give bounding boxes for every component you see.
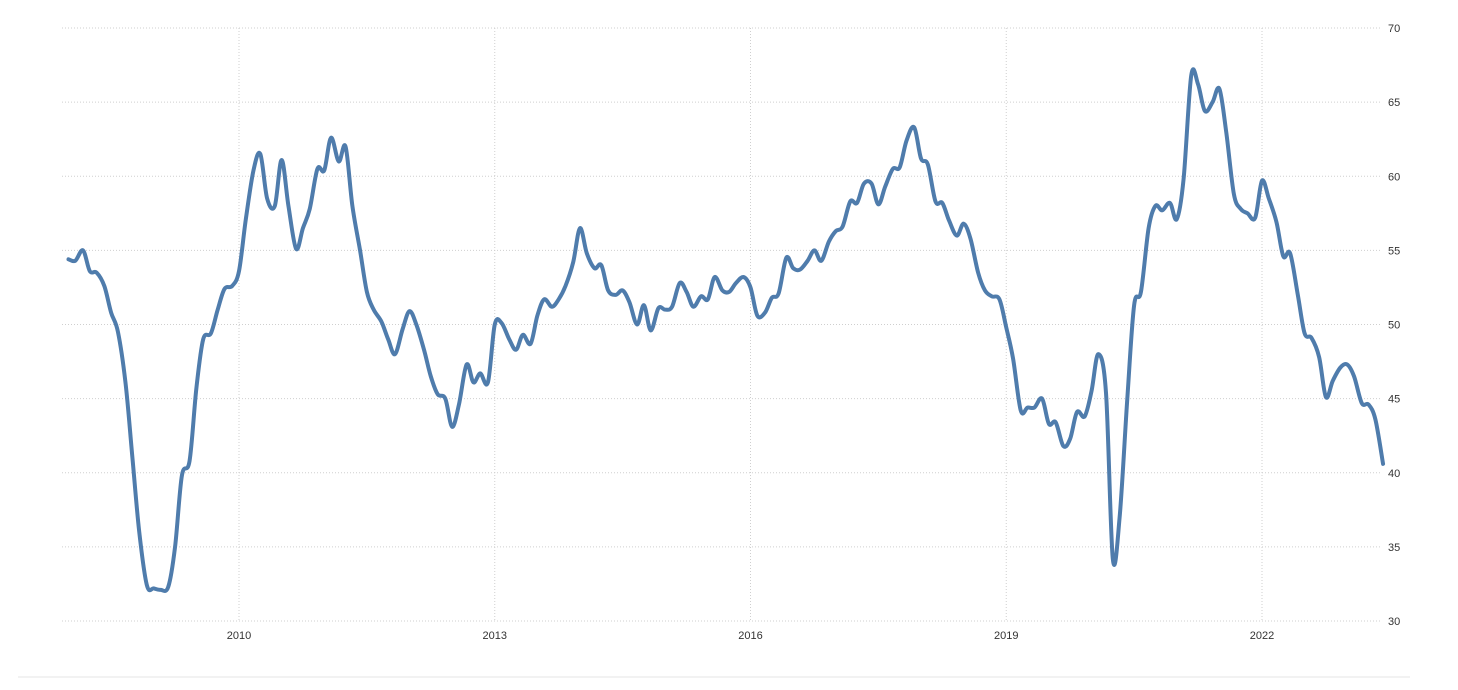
y-axis-tick-labels: 30 35 40 45 50 55 60 65 70: [1388, 23, 1400, 628]
x-axis-tick-labels: 2010 2013 2016 2019 2022: [227, 630, 1274, 642]
x-tick-label-2010: 2010: [227, 630, 251, 642]
x-tick-label-2016: 2016: [738, 630, 762, 642]
x-tick-label-2022: 2022: [1250, 630, 1274, 642]
horizontal-gridlines: [62, 27, 1380, 622]
y-tick-label-65: 65: [1388, 97, 1400, 109]
y-tick-label-60: 60: [1388, 171, 1400, 183]
x-tick-label-2019: 2019: [994, 630, 1018, 642]
series-line-0: [66, 67, 1386, 593]
y-tick-label-30: 30: [1388, 616, 1400, 628]
y-tick-label-35: 35: [1388, 542, 1400, 554]
y-tick-label-40: 40: [1388, 468, 1400, 480]
series-group: [66, 67, 1386, 593]
y-tick-label-70: 70: [1388, 23, 1400, 35]
y-tick-label-55: 55: [1388, 245, 1400, 257]
y-tick-label-45: 45: [1388, 394, 1400, 406]
x-tick-label-2013: 2013: [483, 630, 507, 642]
y-tick-label-50: 50: [1388, 320, 1400, 332]
